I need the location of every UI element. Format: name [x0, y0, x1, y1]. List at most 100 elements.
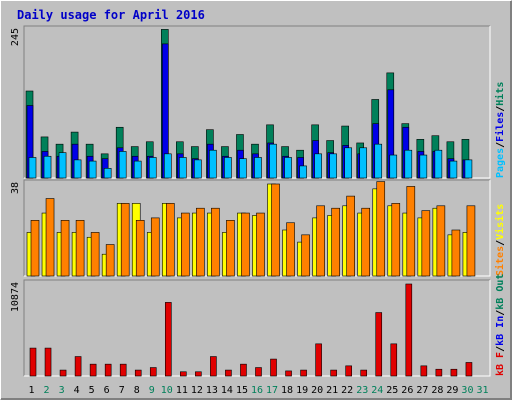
- day-label: 25: [386, 385, 398, 396]
- plot-border-dark: [23, 25, 490, 178]
- bar-pages: [209, 149, 217, 179]
- bar-pages: [329, 153, 337, 179]
- bar-kb: [89, 363, 97, 377]
- bar-pages: [58, 152, 67, 179]
- bar-kb: [390, 343, 398, 377]
- bar-kb: [134, 369, 142, 377]
- legend-entry: Visits: [494, 204, 506, 240]
- bar-kb: [270, 358, 277, 377]
- bar-kb: [164, 302, 172, 377]
- bar-pages: [103, 168, 112, 179]
- legend-entry: kB In: [495, 316, 506, 346]
- bar-sites: [271, 183, 280, 277]
- bar-pages: [194, 159, 202, 179]
- bars: [25, 29, 473, 179]
- bar-pages: [389, 154, 398, 179]
- bar-sites: [376, 181, 386, 277]
- bar-kb: [44, 347, 52, 377]
- series-legend: kB F/kB In/kB Out: [495, 274, 506, 376]
- bar-kb: [210, 356, 217, 377]
- bar-pages: [133, 160, 142, 179]
- legend-entry: Files: [494, 112, 506, 142]
- bar-kb: [59, 369, 67, 377]
- bar-kb: [149, 367, 157, 377]
- day-label: 13: [206, 385, 218, 396]
- bar-sites: [90, 232, 100, 277]
- bar-kb: [300, 369, 307, 377]
- bar-pages: [464, 159, 473, 179]
- bar-pages: [284, 157, 292, 179]
- day-label: 18: [281, 385, 293, 396]
- day-label: 24: [371, 385, 383, 396]
- legend-entry: /: [495, 346, 506, 352]
- bar-sites: [30, 220, 40, 277]
- bar-kb: [225, 369, 232, 377]
- bar-sites: [45, 198, 55, 277]
- day-label: 11: [176, 385, 188, 396]
- bar-pages: [239, 158, 247, 179]
- day-label: 21: [326, 385, 338, 396]
- bar-kb: [104, 363, 112, 377]
- bar-pages: [73, 159, 82, 179]
- bar-kb: [450, 368, 458, 377]
- bar-kb: [435, 368, 443, 377]
- bar-pages: [374, 143, 383, 179]
- bar-sites: [181, 212, 190, 277]
- bar-kb: [119, 363, 127, 377]
- plot-area: [24, 280, 490, 376]
- bar-sites: [406, 186, 416, 277]
- bar-sites: [105, 244, 115, 277]
- bar-kb: [74, 356, 82, 377]
- bar-sites: [196, 207, 205, 277]
- bar-kb: [255, 367, 262, 377]
- y-max-label: 38: [10, 182, 21, 194]
- bar-pages: [419, 154, 428, 179]
- bar-pages: [163, 153, 172, 179]
- bar-kb: [345, 365, 352, 377]
- day-label: 14: [221, 385, 233, 396]
- bar-sites: [316, 205, 325, 277]
- series-legend: Pages/Files/Hits: [494, 82, 506, 178]
- panel-visits-sites: 38 Sites/Visits: [10, 179, 506, 277]
- chart-panels: 245Pages/Files/Hits38Sites/Visits10874kB…: [10, 25, 506, 377]
- bar-kb: [285, 370, 292, 377]
- bar-pages: [224, 157, 232, 179]
- day-label: 16: [251, 385, 263, 396]
- bar-sites: [421, 210, 431, 277]
- day-label: 7: [119, 385, 125, 396]
- legend-entry: /: [495, 310, 506, 316]
- legend-entry: /: [495, 240, 506, 246]
- plot-border-light: [24, 280, 491, 377]
- bar-kb: [240, 363, 247, 377]
- day-label: 6: [104, 385, 110, 396]
- bar-sites: [286, 222, 295, 277]
- bar-sites: [256, 212, 265, 277]
- bar-pages: [299, 165, 307, 179]
- legend-entry: kB Out: [495, 274, 506, 310]
- day-label: 23: [356, 385, 368, 396]
- bar-kb: [465, 362, 473, 377]
- day-axis-labels: 1 2 3 4 5 6 7 8 9 10 11 12 13 14 15 16 17 18 19 20 21 22 23 24 2…: [29, 385, 489, 396]
- day-label: 22: [341, 385, 353, 396]
- bar-sites: [150, 217, 160, 277]
- day-label: 8: [134, 385, 140, 396]
- day-label: 4: [74, 385, 80, 396]
- bar-pages: [88, 160, 97, 179]
- bar-pages: [254, 157, 262, 179]
- bar-pages: [28, 157, 37, 179]
- day-label: 26: [401, 385, 413, 396]
- bar-kb: [195, 371, 202, 377]
- day-label: 10: [161, 385, 173, 396]
- bar-kb: [330, 369, 337, 377]
- day-label: 28: [431, 385, 443, 396]
- bar-sites: [120, 203, 130, 277]
- bar-pages: [43, 155, 52, 179]
- bar-sites: [241, 212, 250, 277]
- legend-entry: /: [495, 106, 506, 112]
- bar-sites: [436, 205, 446, 277]
- bar-pages: [344, 147, 352, 179]
- bar-sites: [60, 220, 70, 277]
- day-label: 20: [311, 385, 323, 396]
